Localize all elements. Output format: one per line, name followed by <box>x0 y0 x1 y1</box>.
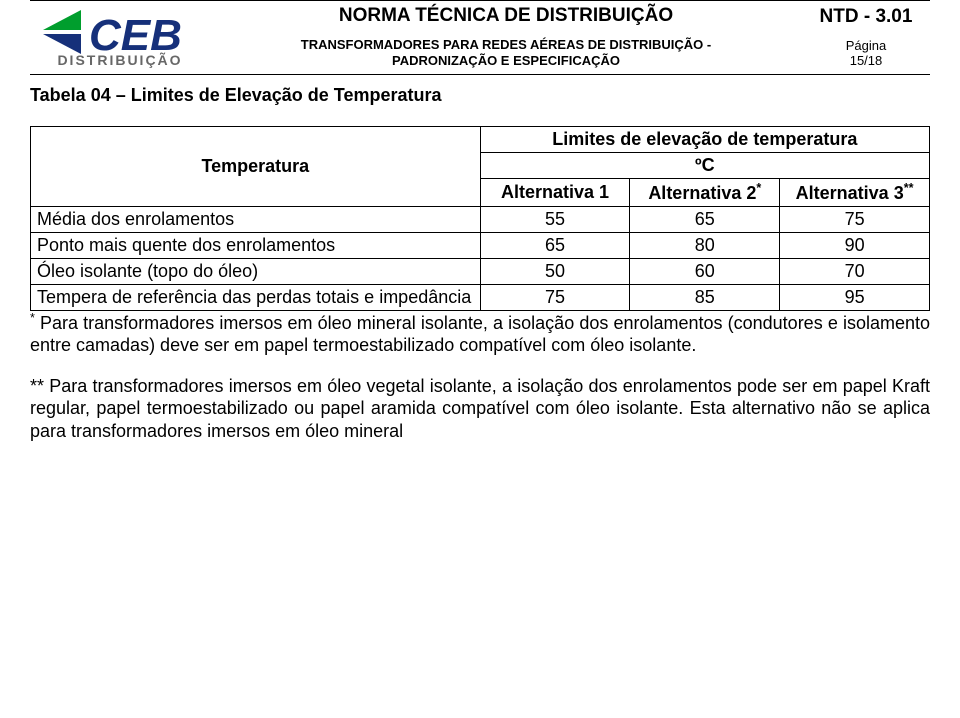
doc-subtitle: TRANSFORMADORES PARA REDES AÉREAS DE DIS… <box>216 37 796 70</box>
svg-text:CEB: CEB <box>89 11 182 54</box>
th-limits: Limites de elevação de temperatura <box>480 126 929 152</box>
row-a3: 70 <box>780 258 930 284</box>
th-alt3-text: Alternativa 3 <box>796 183 904 203</box>
doc-code: NTD - 3.01 <box>820 6 913 28</box>
footnote1-text: Para transformadores imersos em óleo min… <box>30 313 930 356</box>
doc-header: CEB DISTRIBUIÇÃO NORMA TÉCNICA DE DISTRI… <box>30 0 930 74</box>
subtitle-line1: TRANSFORMADORES PARA REDES AÉREAS DE DIS… <box>301 37 711 52</box>
table-row: Tempera de referência das perdas totais … <box>31 284 930 310</box>
th-alt2-sup: * <box>756 181 761 195</box>
footnote2-prefix: ** <box>30 376 44 396</box>
row-label: Tempera de referência das perdas totais … <box>31 284 481 310</box>
th-temperatura: Temperatura <box>31 126 481 206</box>
th-alt1: Alternativa 1 <box>480 178 630 206</box>
ceb-logo-svg: CEB <box>41 10 199 54</box>
doc-title: NORMA TÉCNICA DE DISTRIBUIÇÃO <box>216 5 796 27</box>
row-a1: 65 <box>480 232 630 258</box>
header-middle: NORMA TÉCNICA DE DISTRIBUIÇÃO TRANSFORMA… <box>210 1 802 74</box>
subtitle-line2: PADRONIZAÇÃO E ESPECIFICAÇÃO <box>392 53 620 68</box>
row-a2: 65 <box>630 206 780 232</box>
temperature-table: Temperatura Limites de elevação de tempe… <box>30 126 930 311</box>
header-rule <box>30 74 930 75</box>
th-alt2-text: Alternativa 2 <box>648 183 756 203</box>
row-label: Ponto mais quente dos enrolamentos <box>31 232 481 258</box>
th-alt3-sup: ** <box>904 181 914 195</box>
th-unit: ºC <box>480 152 929 178</box>
footnote-1: * Para transformadores imersos em óleo m… <box>30 311 930 357</box>
logo-subtext: DISTRIBUIÇÃO <box>57 52 182 68</box>
row-a2: 80 <box>630 232 780 258</box>
th-alt2: Alternativa 2* <box>630 178 780 206</box>
row-a3: 95 <box>780 284 930 310</box>
table-row: Óleo isolante (topo do óleo) 50 60 70 <box>31 258 930 284</box>
header-right: NTD - 3.01 Página 15/18 <box>802 1 930 74</box>
row-a1: 55 <box>480 206 630 232</box>
row-a1: 50 <box>480 258 630 284</box>
row-a2: 85 <box>630 284 780 310</box>
section-title: Tabela 04 – Limites de Elevação de Tempe… <box>30 85 930 106</box>
row-label: Óleo isolante (topo do óleo) <box>31 258 481 284</box>
table-header-row1: Temperatura Limites de elevação de tempe… <box>31 126 930 152</box>
th-alt3: Alternativa 3** <box>780 178 930 206</box>
row-a1: 75 <box>480 284 630 310</box>
logo-cell: CEB DISTRIBUIÇÃO <box>30 1 210 74</box>
logo: CEB DISTRIBUIÇÃO <box>40 10 200 68</box>
page: CEB DISTRIBUIÇÃO NORMA TÉCNICA DE DISTRI… <box>0 0 960 468</box>
page-number: 15/18 <box>850 53 883 68</box>
row-label: Média dos enrolamentos <box>31 206 481 232</box>
footnote2-text: Para transformadores imersos em óleo veg… <box>30 376 930 441</box>
page-label: Página <box>846 38 886 53</box>
row-a3: 90 <box>780 232 930 258</box>
row-a3: 75 <box>780 206 930 232</box>
footnote-2: ** Para transformadores imersos em óleo … <box>30 375 930 443</box>
table-row: Média dos enrolamentos 55 65 75 <box>31 206 930 232</box>
row-a2: 60 <box>630 258 780 284</box>
table-row: Ponto mais quente dos enrolamentos 65 80… <box>31 232 930 258</box>
